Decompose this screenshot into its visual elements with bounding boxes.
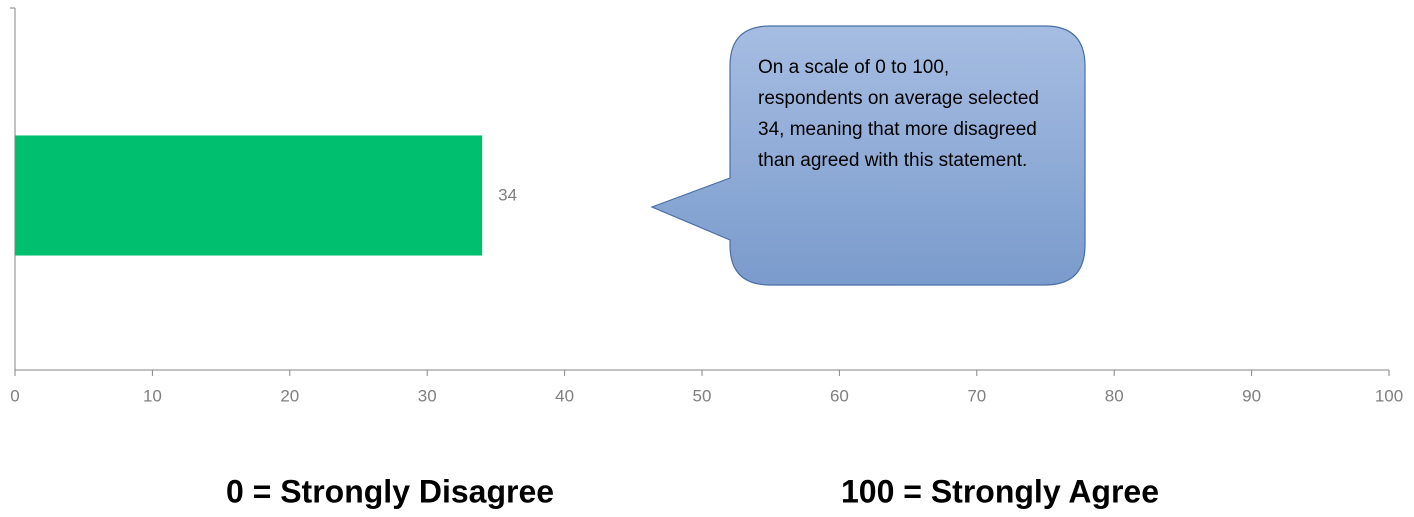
x-tick-label: 50	[693, 386, 712, 405]
x-tick-label: 20	[280, 386, 299, 405]
x-tick-label: 70	[967, 386, 986, 405]
footer-right: 100 = Strongly Agree	[841, 473, 1159, 509]
bar	[15, 135, 483, 256]
x-tick-label: 40	[555, 386, 574, 405]
callout-text: On a scale of 0 to 100, respondents on a…	[758, 57, 1039, 171]
footer-left: 0 = Strongly Disagree	[226, 473, 554, 509]
x-tick-label: 30	[418, 386, 437, 405]
x-tick-label: 80	[1105, 386, 1124, 405]
callout	[650, 25, 1086, 286]
x-tick-label: 0	[10, 386, 19, 405]
x-tick-label: 60	[830, 386, 849, 405]
x-tick-label: 90	[1242, 386, 1261, 405]
value-label: 34	[498, 185, 517, 204]
x-tick-label: 10	[143, 386, 162, 405]
x-tick-label: 100	[1375, 386, 1403, 405]
